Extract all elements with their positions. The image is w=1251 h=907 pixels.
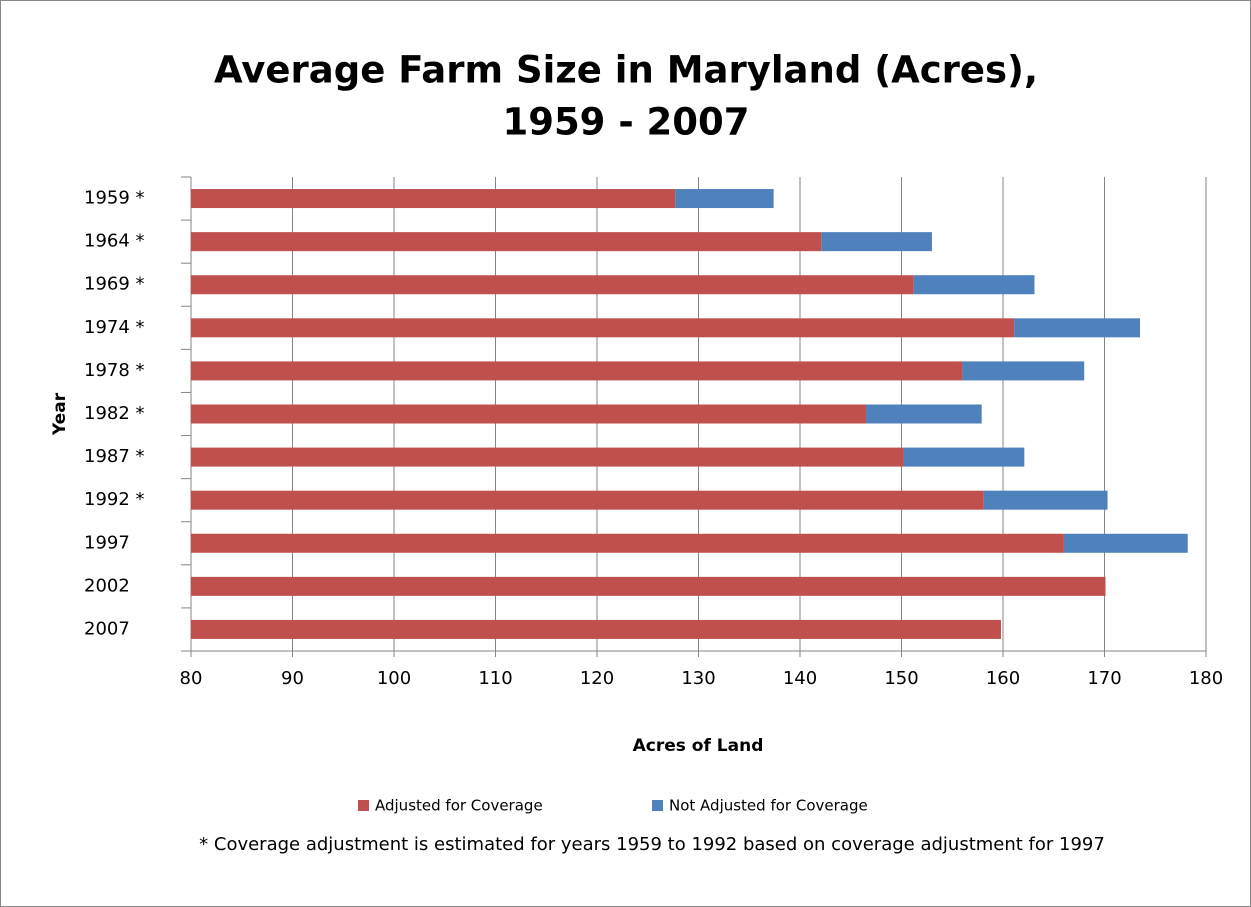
- y-tick-label: 2002: [84, 575, 130, 596]
- legend-label: Not Adjusted for Coverage: [669, 797, 868, 815]
- bar: [865, 404, 982, 424]
- y-tick-label: 2007: [84, 618, 130, 639]
- bar: [1063, 533, 1188, 553]
- chart-title: Average Farm Size in Maryland (Acres),: [214, 49, 1038, 92]
- y-axis-title: Year: [50, 392, 70, 436]
- bar: [962, 361, 1085, 381]
- bar: [191, 189, 676, 209]
- legend-label: Adjusted for Coverage: [375, 797, 543, 815]
- y-tick-label: 1992 *: [84, 489, 145, 510]
- bar: [191, 275, 914, 295]
- legend-swatch: [358, 800, 369, 811]
- bar: [913, 275, 1035, 295]
- x-axis-title: Acres of Land: [633, 736, 764, 756]
- bar: [191, 619, 1001, 639]
- bar: [983, 490, 1108, 510]
- x-tick-label: 90: [281, 668, 304, 689]
- x-tick-label: 170: [1087, 668, 1121, 689]
- x-tick-label: 130: [681, 668, 715, 689]
- bar: [191, 318, 1015, 338]
- y-tick-label: 1969 *: [84, 274, 145, 295]
- y-tick-label: 1959 *: [84, 188, 145, 209]
- bar: [191, 404, 866, 424]
- x-tick-label: 110: [478, 668, 512, 689]
- y-tick-label: 1978 *: [84, 360, 145, 381]
- x-tick-label: 180: [1189, 668, 1223, 689]
- bar: [191, 447, 904, 467]
- x-tick-label: 160: [986, 668, 1020, 689]
- bar: [821, 232, 932, 252]
- bar: [191, 490, 984, 510]
- legend-swatch: [652, 800, 663, 811]
- x-tick-label: 150: [884, 668, 918, 689]
- chart-title: 1959 - 2007: [502, 101, 749, 144]
- x-tick-label: 100: [377, 668, 411, 689]
- y-tick-label: 1964 *: [84, 231, 145, 252]
- x-tick-label: 120: [580, 668, 614, 689]
- bar: [191, 576, 1106, 596]
- bar: [903, 447, 1025, 467]
- y-tick-label: 1982 *: [84, 403, 145, 424]
- bar: [1014, 318, 1141, 338]
- bar: [675, 189, 774, 209]
- y-tick-label: 1997: [84, 532, 130, 553]
- bar: [191, 232, 822, 252]
- x-tick-label: 140: [783, 668, 817, 689]
- x-tick-label: 80: [180, 668, 203, 689]
- bar: [191, 533, 1064, 553]
- bar: [191, 361, 963, 381]
- footnote: * Coverage adjustment is estimated for y…: [199, 834, 1105, 855]
- y-tick-label: 1974 *: [84, 317, 145, 338]
- y-tick-label: 1987 *: [84, 446, 145, 467]
